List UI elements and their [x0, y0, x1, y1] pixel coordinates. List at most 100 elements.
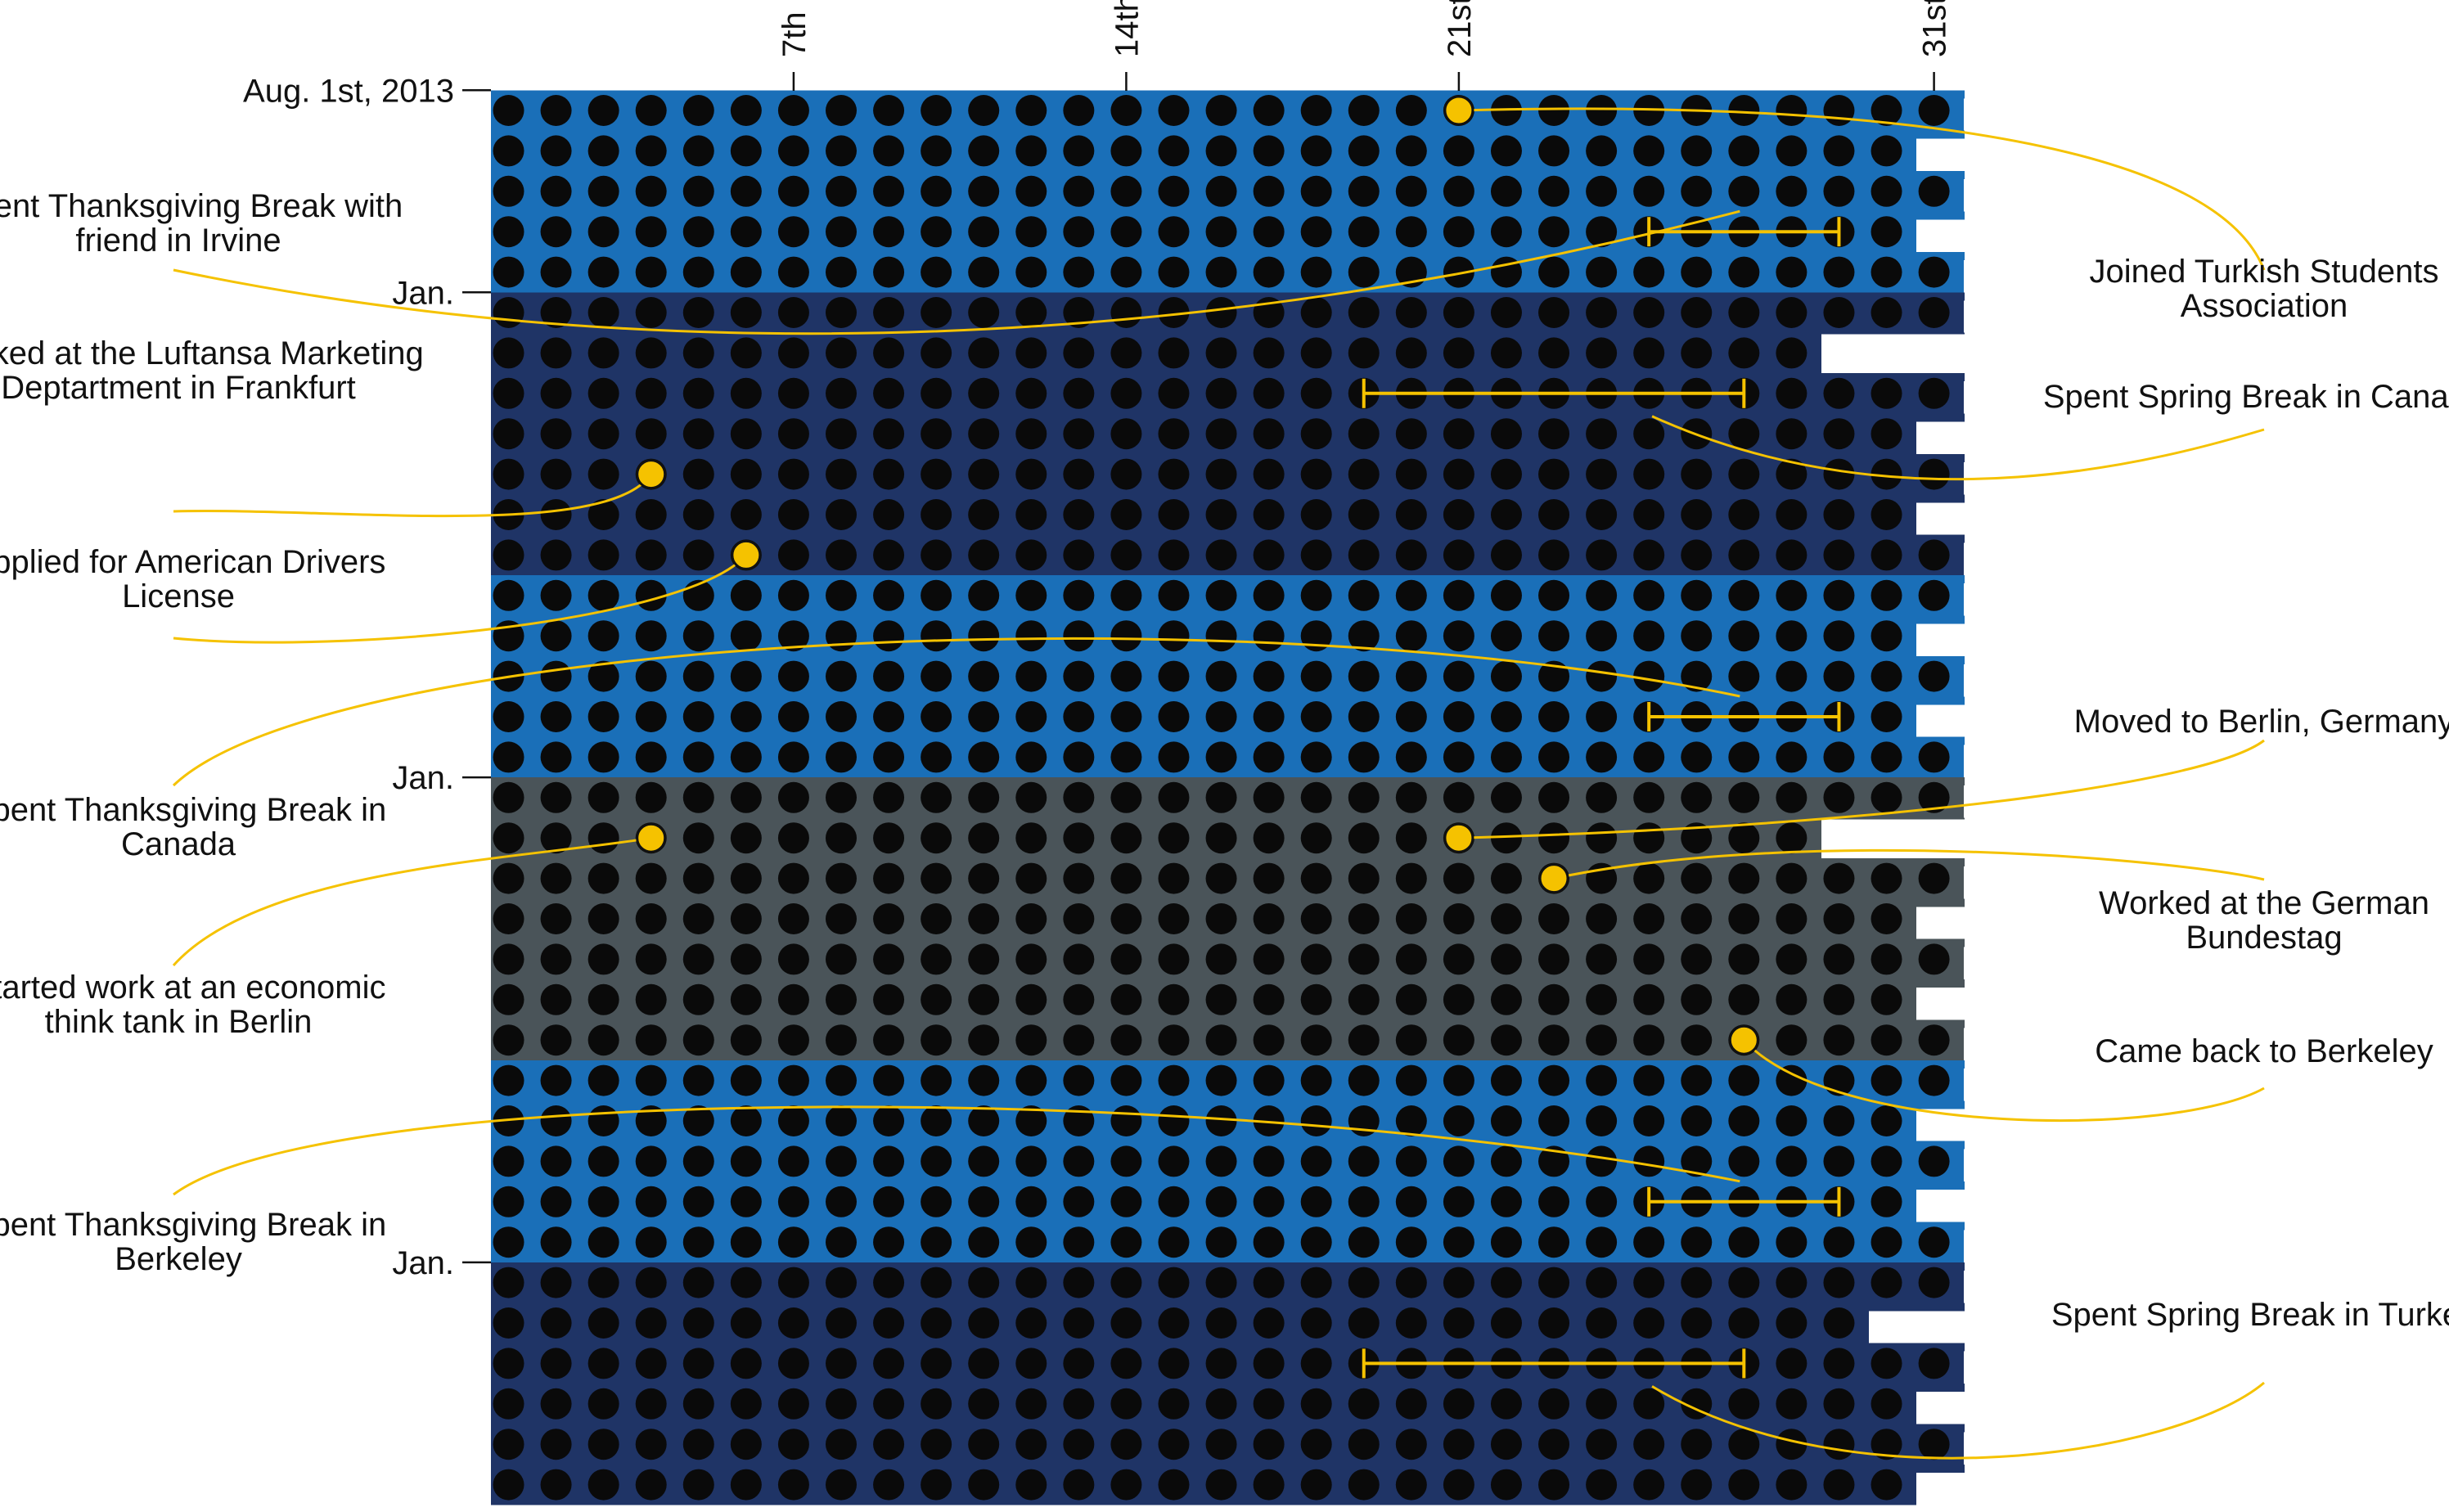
- day-tick-label: 21st: [1442, 0, 1478, 57]
- day-dot: [1776, 1226, 1807, 1258]
- callout-line: [1458, 107, 2266, 271]
- day-dot: [1728, 1105, 1760, 1136]
- day-dot: [1823, 1024, 1855, 1056]
- day-dot: [1823, 256, 1855, 288]
- month-band-edge: [1963, 1222, 1965, 1231]
- day-dot: [587, 135, 619, 167]
- day-dot: [825, 377, 857, 409]
- day-dot: [540, 741, 572, 773]
- row-labels: Aug. 1st, 2013 Jan. Jan. Jan.: [243, 73, 491, 1281]
- day-dot: [587, 539, 619, 571]
- day-dot: [873, 256, 905, 288]
- day-dot: [921, 943, 952, 975]
- day-dot: [587, 1469, 619, 1501]
- day-dot: [1158, 1105, 1190, 1136]
- day-dot: [1776, 822, 1807, 854]
- day-dot: [1395, 1388, 1427, 1420]
- day-dot: [1063, 660, 1095, 692]
- day-dot: [968, 741, 1000, 773]
- day-dot: [1633, 781, 1665, 813]
- day-dot: [1110, 499, 1142, 530]
- day-dot: [635, 1388, 667, 1420]
- day-dot: [1918, 175, 1950, 207]
- day-dot: [1776, 135, 1807, 167]
- day-dot: [682, 458, 714, 490]
- day-dot: [635, 1267, 667, 1298]
- day-dot: [1871, 1024, 1902, 1056]
- day-dot: [1253, 337, 1285, 369]
- day-dot: [493, 903, 524, 934]
- day-dot: [777, 95, 809, 126]
- day-dot: [682, 1307, 714, 1339]
- callout-line: [1651, 415, 2265, 481]
- day-dot: [1158, 1024, 1190, 1056]
- day-dot: [587, 660, 619, 692]
- day-dot: [1538, 1064, 1570, 1096]
- day-dot: [1443, 256, 1474, 288]
- day-dot: [1538, 903, 1570, 934]
- day-dot: [1395, 862, 1427, 894]
- day-dot: [682, 377, 714, 409]
- day-dot: [1063, 539, 1095, 571]
- day-dot: [682, 1388, 714, 1420]
- callout-line: [173, 473, 652, 518]
- day-dot: [777, 216, 809, 248]
- day-dot: [1490, 983, 1522, 1015]
- day-dot: [968, 1186, 1000, 1217]
- day-dot: [1586, 903, 1618, 934]
- day-dot: [1871, 1388, 1902, 1420]
- day-dot: [635, 903, 667, 934]
- day-dot: [968, 175, 1000, 207]
- day-dot: [1538, 741, 1570, 773]
- day-dot: [1918, 1348, 1950, 1379]
- day-dot: [921, 862, 952, 894]
- day-dot: [1110, 216, 1142, 248]
- day-dot: [1871, 175, 1902, 207]
- day-dot: [493, 943, 524, 975]
- day-dot: [1728, 135, 1760, 167]
- event-label-line: friend in Irvine: [75, 223, 281, 259]
- day-dot: [682, 539, 714, 571]
- day-dot: [540, 539, 572, 571]
- day-dot: [635, 862, 667, 894]
- day-dot: [493, 1105, 524, 1136]
- day-dot: [1823, 660, 1855, 692]
- day-dot: [1253, 983, 1285, 1015]
- day-dot: [1823, 135, 1855, 167]
- day-dot: [1538, 1024, 1570, 1056]
- day-dot: [1633, 862, 1665, 894]
- day-dot: [493, 95, 524, 126]
- day-dot: [1158, 701, 1190, 732]
- day-dot: [540, 660, 572, 692]
- day-dot: [682, 337, 714, 369]
- day-dot: [1918, 1024, 1950, 1056]
- event-label: Moved to Berlin, Germany: [2074, 704, 2449, 740]
- day-dot: [730, 1105, 762, 1136]
- day-dot: [1158, 1348, 1190, 1379]
- day-dot: [1158, 1267, 1190, 1298]
- day-dot: [1348, 862, 1380, 894]
- day-dot: [1586, 1186, 1618, 1217]
- day-dot: [730, 579, 762, 611]
- day-dot: [1395, 1145, 1427, 1177]
- day-dot: [1823, 1267, 1855, 1298]
- day-dot: [1823, 499, 1855, 530]
- day-dot: [1110, 337, 1142, 369]
- day-dot: [1776, 660, 1807, 692]
- day-dot: [493, 1064, 524, 1096]
- day-dot: [777, 175, 809, 207]
- day-dot: [1348, 256, 1380, 288]
- day-dot: [730, 337, 762, 369]
- day-dot: [540, 701, 572, 732]
- month-band-edge: [1963, 534, 1965, 543]
- day-dot: [1823, 741, 1855, 773]
- day-dot: [1300, 1024, 1332, 1056]
- day-dot: [1918, 1064, 1950, 1096]
- day-dot: [1538, 297, 1570, 328]
- day-dot: [1728, 1469, 1760, 1501]
- day-dot: [1063, 1024, 1095, 1056]
- day-dot: [873, 135, 905, 167]
- day-dot: [777, 1226, 809, 1258]
- day-dot: [682, 1267, 714, 1298]
